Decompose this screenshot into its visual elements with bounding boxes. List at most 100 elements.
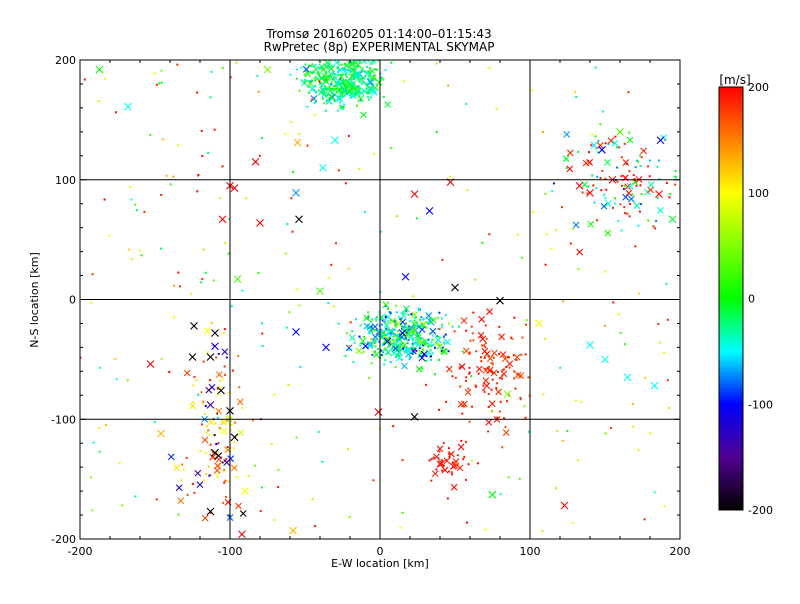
dot-marker	[328, 277, 331, 280]
cross-marker	[363, 322, 371, 330]
dot-marker	[321, 460, 324, 463]
dot-marker	[92, 441, 95, 444]
dot-marker	[544, 263, 547, 266]
dot-marker	[218, 464, 221, 467]
dot-marker	[202, 479, 205, 482]
cross-marker	[604, 229, 612, 237]
dot-marker	[604, 142, 607, 145]
dot-marker	[311, 63, 314, 66]
dot-marker	[451, 461, 454, 464]
dot-marker	[356, 88, 359, 91]
dot-marker	[177, 513, 180, 516]
dot-marker	[353, 69, 356, 72]
cross-marker	[319, 86, 327, 94]
dot-marker	[334, 242, 337, 245]
dot-marker	[308, 91, 311, 94]
dot-marker	[397, 316, 400, 319]
y-tick-label: 100	[55, 174, 76, 187]
dot-marker	[483, 344, 486, 347]
dot-marker	[327, 302, 330, 305]
cross-marker	[306, 80, 314, 87]
dot-marker	[488, 233, 491, 236]
cross-marker	[401, 362, 408, 370]
dot-marker	[290, 121, 293, 124]
dot-marker	[496, 382, 499, 385]
y-axis-label: N-S location [km]	[28, 252, 41, 348]
dot-marker	[273, 519, 276, 522]
dot-marker	[372, 62, 375, 65]
cross-marker	[419, 321, 427, 328]
cross-marker	[495, 388, 502, 396]
cross-marker	[256, 218, 264, 227]
dot-marker	[409, 320, 412, 323]
dot-marker	[229, 429, 232, 432]
cross-marker	[433, 453, 440, 461]
dot-marker	[618, 146, 621, 149]
dot-marker	[303, 73, 306, 76]
dot-marker	[120, 504, 123, 507]
dot-marker	[429, 317, 432, 320]
dot-marker	[467, 387, 470, 390]
dot-marker	[619, 331, 622, 334]
cross-marker	[501, 355, 509, 363]
dot-marker	[451, 375, 454, 378]
dot-marker	[393, 333, 396, 336]
dot-marker	[295, 77, 298, 80]
dot-marker	[205, 431, 208, 434]
dot-marker	[216, 387, 219, 390]
dot-marker	[368, 330, 371, 333]
dot-marker	[182, 468, 185, 471]
cross-marker	[457, 443, 465, 451]
cross-marker	[372, 84, 379, 91]
cross-marker	[410, 190, 419, 199]
dot-marker	[628, 215, 631, 218]
cross-marker	[572, 221, 580, 229]
dot-marker	[612, 301, 615, 304]
dot-marker	[114, 357, 117, 360]
dot-marker	[363, 70, 366, 73]
dot-marker	[214, 422, 217, 425]
dot-marker	[316, 72, 319, 75]
dot-marker	[311, 88, 314, 91]
dot-marker	[669, 192, 672, 195]
dot-marker	[155, 498, 158, 501]
dot-marker	[330, 263, 333, 266]
dot-marker	[487, 365, 490, 368]
dot-marker	[83, 78, 86, 81]
dot-marker	[217, 393, 220, 396]
dot-marker	[597, 140, 600, 143]
cross-marker	[420, 350, 428, 358]
cross-marker	[437, 460, 445, 468]
cross-marker	[325, 98, 333, 105]
dot-marker	[231, 369, 234, 372]
dot-marker	[468, 420, 471, 423]
dot-marker	[611, 206, 614, 209]
dot-marker	[395, 339, 398, 342]
dot-marker	[623, 142, 626, 145]
dot-marker	[498, 377, 501, 380]
dot-marker	[328, 85, 331, 88]
cross-marker	[477, 331, 485, 339]
grid-lines	[80, 60, 680, 539]
dot-marker	[202, 248, 205, 251]
cross-marker	[478, 316, 485, 323]
dot-marker	[347, 78, 350, 81]
dot-marker	[484, 528, 487, 531]
cross-marker	[425, 349, 433, 356]
dot-marker	[634, 166, 637, 169]
dot-marker	[571, 522, 574, 525]
cross-marker	[157, 429, 165, 438]
dot-marker	[227, 391, 230, 394]
dot-marker	[656, 197, 659, 200]
dot-marker	[323, 76, 326, 79]
dot-marker	[307, 85, 310, 88]
y-tick-label: -100	[51, 413, 76, 426]
dot-marker	[480, 360, 483, 363]
cross-marker	[295, 215, 303, 224]
dot-marker	[384, 68, 387, 71]
cross-marker	[611, 139, 619, 147]
dot-marker	[369, 342, 372, 345]
dot-marker	[484, 346, 487, 349]
dot-marker	[632, 174, 635, 177]
dot-marker	[352, 85, 355, 88]
